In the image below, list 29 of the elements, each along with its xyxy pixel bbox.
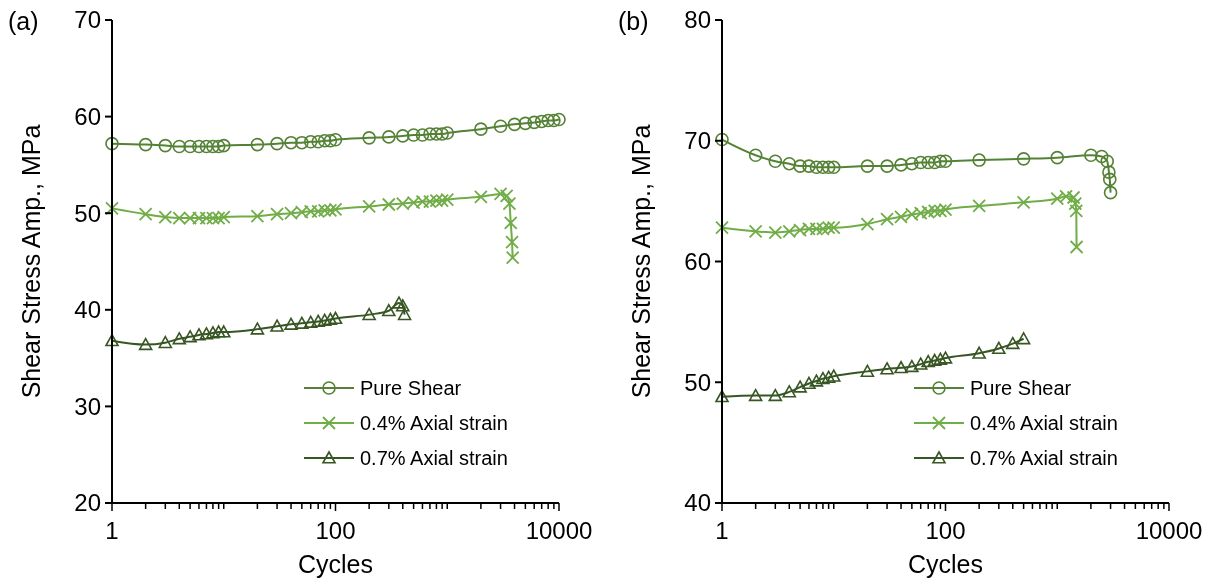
legend-label: Pure Shear [970, 377, 1072, 399]
chart-title: (a) [8, 7, 39, 35]
y-tick-label: 70 [684, 127, 711, 155]
y-tick-label: 50 [74, 199, 101, 227]
x-tick-label: 10000 [1135, 517, 1203, 544]
legend-label: 0.7% Axial strain [360, 447, 508, 469]
x-tick-label: 100 [315, 517, 356, 544]
legend-label: 0.4% Axial strain [360, 412, 508, 434]
x-tick-label: 1 [715, 517, 729, 544]
y-tick-label: 70 [74, 6, 101, 34]
x-tick-label: 100 [925, 517, 966, 544]
y-tick-label: 20 [74, 489, 101, 517]
x-tick-label: 10000 [525, 517, 593, 544]
y-tick-label: 80 [684, 6, 711, 34]
legend-label: 0.7% Axial strain [970, 447, 1118, 469]
x-tick-label: 1 [105, 517, 119, 544]
y-tick-label: 50 [684, 368, 711, 396]
y-tick-label: 60 [684, 247, 711, 275]
y-tick-label: 60 [74, 103, 101, 130]
y-axis-title: Shear Stress Amp., MPa [627, 124, 655, 399]
y-tick-label: 40 [74, 296, 101, 324]
chart-title: (b) [618, 7, 649, 35]
x-axis-title: Cycles [297, 550, 374, 578]
y-tick-label: 30 [74, 392, 101, 420]
x-axis-title: Cycles [907, 550, 984, 578]
legend-label: 0.4% Axial strain [970, 412, 1118, 434]
legend-label: Pure Shear [360, 377, 462, 399]
y-axis-title: Shear Stress Amp., MPa [17, 124, 45, 399]
y-tick-label: 40 [684, 489, 711, 517]
